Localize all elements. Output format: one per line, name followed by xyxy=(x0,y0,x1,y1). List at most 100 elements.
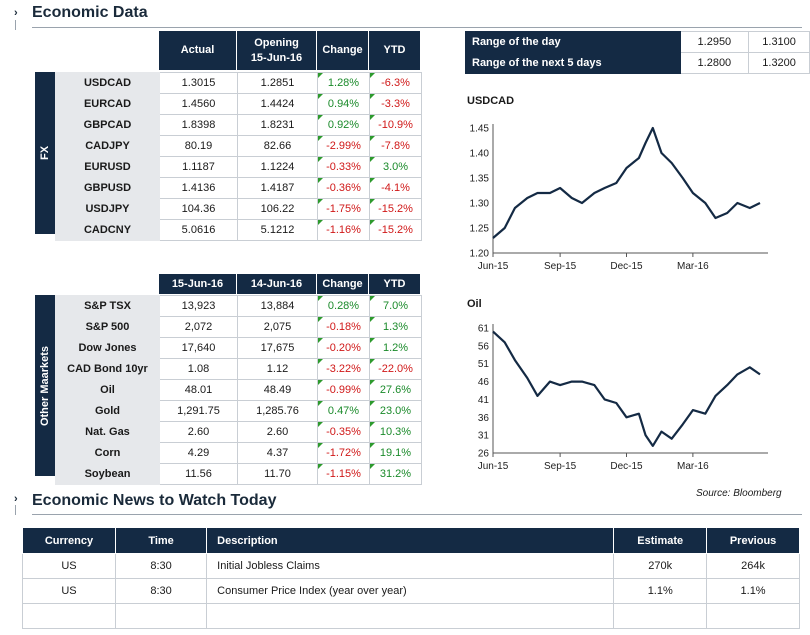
range-label: Range of the day xyxy=(465,31,681,53)
range-high: 1.3200 xyxy=(748,52,810,74)
ytd-cell: -7.8% xyxy=(369,135,422,157)
fx-table: USDCAD 1.3015 1.2851 1.28% -6.3% EURCAD 1.4560… xyxy=(55,72,422,241)
news-header-row: Currency Time Description Estimate Previous xyxy=(22,527,800,554)
prev-cell: 11.70 xyxy=(237,463,318,485)
row-label: S&P 500 xyxy=(55,316,160,338)
table-row: Dow Jones 17,640 17,675 -0.20% 1.2% xyxy=(55,337,422,359)
news-header-cell: Time xyxy=(114,527,208,554)
ytd-cell: -4.1% xyxy=(369,177,422,199)
today-cell: 48.01 xyxy=(159,379,238,401)
chart-title-usdcad: USDCAD xyxy=(467,95,515,107)
section-bracket xyxy=(15,505,16,515)
actual-cell: 1.4136 xyxy=(159,177,238,199)
x-tick-label: Mar-16 xyxy=(677,261,709,272)
change-cell: -1.75% xyxy=(317,198,370,220)
news-header-cell: Previous xyxy=(706,527,800,554)
y-tick-label: 1.35 xyxy=(470,174,490,185)
ytd-cell: -22.0% xyxy=(369,358,422,380)
section-title-news: Economic News to Watch Today xyxy=(32,492,277,509)
prev-cell: 1,285.76 xyxy=(237,400,318,422)
news-table: Currency Time Description Estimate Previous U… xyxy=(22,527,800,629)
opening-cell: 82.66 xyxy=(237,135,318,157)
row-label: EURCAD xyxy=(55,93,160,115)
today-cell: 17,640 xyxy=(159,337,238,359)
table-row: Corn 4.29 4.37 -1.72% 19.1% xyxy=(55,442,422,464)
table-row: GBPUSD 1.4136 1.4187 -0.36% -4.1% xyxy=(55,177,422,199)
row-label: Dow Jones xyxy=(55,337,160,359)
actual-cell: 1.4560 xyxy=(159,93,238,115)
prev-cell: 2.60 xyxy=(237,421,318,443)
range-high: 1.3100 xyxy=(748,31,810,53)
actual-cell: 5.0616 xyxy=(159,219,238,241)
table-row: S&P 500 2,072 2,075 -0.18% 1.3% xyxy=(55,316,422,338)
x-tick-label: Sep-15 xyxy=(544,461,577,472)
ytd-cell: 3.0% xyxy=(369,156,422,178)
row-label: USDCAD xyxy=(55,72,160,94)
prev-cell: 48.49 xyxy=(237,379,318,401)
row-label: Nat. Gas xyxy=(55,421,160,443)
actual-cell: 1.3015 xyxy=(159,72,238,94)
chevron-icon: › xyxy=(14,7,18,19)
row-label: CADJPY xyxy=(55,135,160,157)
table-row: CADCNY 5.0616 5.1212 -1.16% -15.2% xyxy=(55,219,422,241)
fx-header-cell: Actual xyxy=(159,31,237,70)
y-tick-label: 1.30 xyxy=(470,199,490,210)
markets-header-cell: 15-Jun-16 xyxy=(159,274,237,294)
oil-chart: 26 31 36 41 46 51 56 61 Jun-15 Sep-15 Dec-15 Mar-16 xyxy=(478,324,768,472)
opening-cell: 1.4187 xyxy=(237,177,318,199)
ytd-cell: 23.0% xyxy=(369,400,422,422)
row-label: Corn xyxy=(55,442,160,464)
table-row: US 8:30 Initial Jobless Claims 270k 264k xyxy=(22,553,800,579)
ytd-cell: -10.9% xyxy=(369,114,422,136)
change-cell: -3.22% xyxy=(317,358,370,380)
row-label: Soybean xyxy=(55,463,160,485)
news-header-cell: Description xyxy=(206,527,615,554)
change-cell: 1.28% xyxy=(317,72,370,94)
ytd-cell: 1.2% xyxy=(369,337,422,359)
prev-cell: 1.12 xyxy=(237,358,318,380)
x-tick-label: Mar-16 xyxy=(677,461,709,472)
y-tick-label: 1.25 xyxy=(470,224,490,235)
y-tick-label: 26 xyxy=(478,449,490,460)
table-row: CADJPY 80.19 82.66 -2.99% -7.8% xyxy=(55,135,422,157)
table-row xyxy=(22,603,800,629)
ytd-cell: -15.2% xyxy=(369,219,422,241)
section-divider xyxy=(32,27,802,28)
chevron-icon: › xyxy=(14,493,18,505)
change-cell: 0.28% xyxy=(317,295,370,317)
fx-side-label: FX xyxy=(35,72,55,234)
y-tick-label: 61 xyxy=(478,324,490,335)
x-tick-label: Sep-15 xyxy=(544,261,577,272)
change-cell: -0.99% xyxy=(317,379,370,401)
table-row: Gold 1,291.75 1,285.76 0.47% 23.0% xyxy=(55,400,422,422)
fx-header-cell: Opening 15-Jun-16 xyxy=(237,31,317,70)
y-tick-label: 51 xyxy=(478,359,490,370)
prev-cell: 2,075 xyxy=(237,316,318,338)
news-header-cell: Currency xyxy=(22,527,116,554)
prev-cell: 4.37 xyxy=(237,442,318,464)
today-cell: 2,072 xyxy=(159,316,238,338)
y-tick-label: 1.40 xyxy=(470,149,490,160)
change-cell: 0.94% xyxy=(317,93,370,115)
y-tick-label: 56 xyxy=(478,341,490,352)
change-cell: 0.47% xyxy=(317,400,370,422)
today-cell: 1.08 xyxy=(159,358,238,380)
table-row: USDJPY 104.36 106.22 -1.75% -15.2% xyxy=(55,198,422,220)
ytd-cell: 10.3% xyxy=(369,421,422,443)
row-label: Oil xyxy=(55,379,160,401)
fx-header-cell: YTD xyxy=(369,31,421,70)
change-cell: 0.92% xyxy=(317,114,370,136)
range-low: 1.2950 xyxy=(679,31,750,53)
change-cell: -2.99% xyxy=(317,135,370,157)
opening-cell: 1.4424 xyxy=(237,93,318,115)
range-row: Range of the day 1.2950 1.3100 xyxy=(465,31,810,53)
ytd-cell: -15.2% xyxy=(369,198,422,220)
y-tick-label: 46 xyxy=(478,377,490,388)
table-row: Soybean 11.56 11.70 -1.15% 31.2% xyxy=(55,463,422,485)
section-divider xyxy=(32,514,802,515)
ytd-cell: 1.3% xyxy=(369,316,422,338)
change-cell: -0.36% xyxy=(317,177,370,199)
today-cell: 13,923 xyxy=(159,295,238,317)
table-row: CAD Bond 10yr 1.08 1.12 -3.22% -22.0% xyxy=(55,358,422,380)
ytd-cell: 19.1% xyxy=(369,442,422,464)
